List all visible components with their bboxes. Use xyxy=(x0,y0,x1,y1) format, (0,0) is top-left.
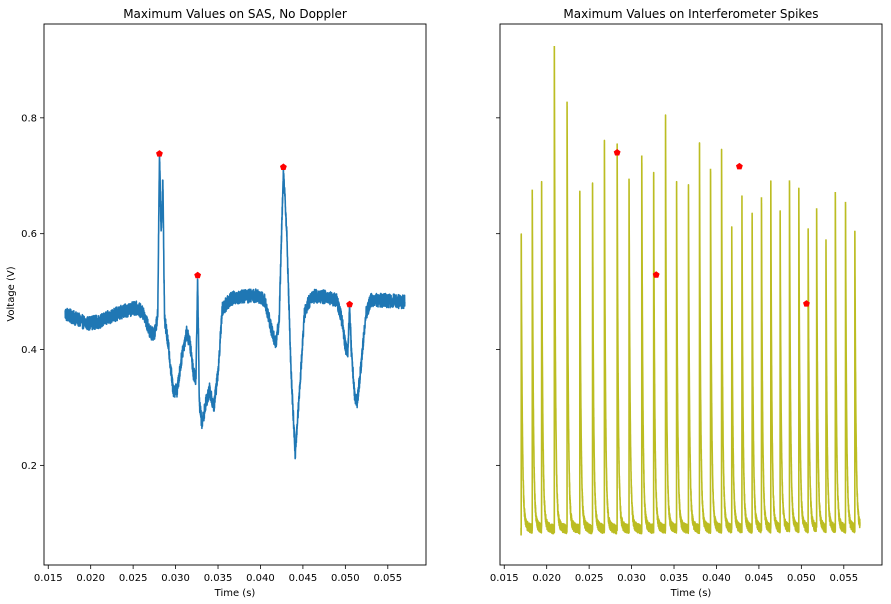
chart-interferometer: Maximum Values on Interferometer Spikes … xyxy=(490,7,883,599)
x-tick-label: 0.025 xyxy=(575,573,604,584)
x-axis-label: Time (s) xyxy=(214,588,256,599)
plot-frame xyxy=(43,23,427,566)
markers-layer xyxy=(156,150,354,308)
x-tick-label: 0.015 xyxy=(490,573,519,584)
y-tick-label: 0.4 xyxy=(21,345,37,356)
chart-title: Maximum Values on Interferometer Spikes xyxy=(563,7,818,21)
markers-layer xyxy=(613,148,810,307)
x-tick-label: 0.020 xyxy=(532,573,561,584)
x-tick-label: 0.035 xyxy=(204,573,233,584)
plot-frame xyxy=(499,23,883,566)
x-axis-label: Time (s) xyxy=(670,588,712,599)
x-axis-ticks: 0.015 0.020 0.025 0.030 0.035 0.040 0.045 0.050… xyxy=(490,565,858,584)
series-line xyxy=(64,155,406,460)
y-axis-label: Voltage (V) xyxy=(6,266,17,321)
x-tick-label: 0.030 xyxy=(617,573,646,584)
x-tick-label: 0.035 xyxy=(660,573,689,584)
y-tick-label: 0.2 xyxy=(21,461,37,472)
series-layer xyxy=(520,46,861,536)
max-value-marker xyxy=(156,150,163,157)
x-tick-label: 0.020 xyxy=(76,573,105,584)
max-value-marker xyxy=(346,300,354,308)
x-tick-label: 0.030 xyxy=(161,573,190,584)
x-tick-label: 0.050 xyxy=(331,573,360,584)
x-tick-label: 0.025 xyxy=(119,573,148,584)
y-axis-ticks xyxy=(496,117,500,466)
chart-title: Maximum Values on SAS, No Doppler xyxy=(123,7,347,21)
max-value-marker xyxy=(279,163,287,170)
x-tick-label: 0.040 xyxy=(702,573,731,584)
max-value-marker xyxy=(613,148,621,156)
max-value-marker xyxy=(735,162,743,170)
max-value-marker xyxy=(652,271,660,278)
y-tick-label: 0.8 xyxy=(21,113,37,124)
max-value-marker xyxy=(803,300,810,307)
chart-sas: Maximum Values on SAS, No Doppler Time (… xyxy=(6,7,427,599)
x-tick-label: 0.055 xyxy=(373,573,402,584)
series-line xyxy=(520,46,861,536)
x-tick-label: 0.045 xyxy=(745,573,774,584)
series-layer xyxy=(64,155,406,460)
x-tick-label: 0.045 xyxy=(289,573,318,584)
x-tick-label: 0.050 xyxy=(787,573,816,584)
y-axis-ticks: 0.2 0.4 0.6 0.8 xyxy=(21,113,44,472)
x-tick-label: 0.040 xyxy=(246,573,275,584)
y-tick-label: 0.6 xyxy=(21,229,37,240)
x-axis-ticks: 0.015 0.020 0.025 0.030 0.035 0.040 0.045 0.050… xyxy=(34,565,402,584)
x-tick-label: 0.015 xyxy=(34,573,63,584)
x-tick-label: 0.055 xyxy=(829,573,858,584)
max-value-marker xyxy=(194,271,202,279)
